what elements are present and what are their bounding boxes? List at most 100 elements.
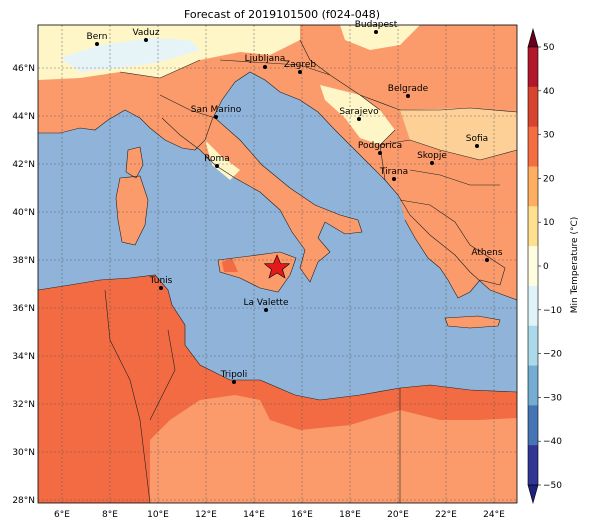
- city-dot: [95, 42, 99, 46]
- city-label: Zagreb: [284, 60, 316, 70]
- colorbar-segment: [528, 126, 538, 167]
- land-balkan-cool: [320, 85, 395, 145]
- colorbar-tick-label: −40: [543, 437, 562, 447]
- land-bulgaria-mild: [400, 108, 517, 160]
- city-label: San Marino: [191, 105, 242, 115]
- land-sardinia: [116, 176, 148, 245]
- city-label: Sofia: [466, 134, 488, 144]
- city-dot: [263, 65, 267, 69]
- lon-tick: 6°E: [54, 510, 70, 520]
- colorbar-segment: [528, 285, 538, 327]
- city-label: Tunis: [149, 276, 173, 286]
- land-crete: [445, 316, 500, 328]
- colorbar-tick-label: 0: [543, 262, 549, 272]
- city-label: Tirana: [379, 167, 408, 177]
- lon-tick: 18°E: [339, 510, 361, 520]
- land-corsica: [126, 147, 143, 178]
- city-dot: [357, 117, 361, 121]
- city-label: Vaduz: [132, 28, 159, 38]
- colorbar-tick-label: 50: [543, 43, 555, 53]
- city-dot: [232, 380, 236, 384]
- colorbar-segment: [528, 47, 538, 88]
- colorbar-tick-label: 10: [543, 218, 555, 228]
- colorbar-segment: [528, 325, 538, 367]
- location-star-icon: [263, 254, 291, 279]
- city-label: Budapest: [355, 20, 398, 30]
- city-dot: [406, 94, 410, 98]
- colorbar-extend-max: [527, 27, 539, 48]
- lon-tick: 16°E: [291, 510, 313, 520]
- lat-tick-labels: 46°N 44°N 42°N 40°N 38°N 36°N 34°N 32°N …: [12, 64, 35, 506]
- city-label: Belgrade: [388, 84, 429, 94]
- colorbar-tick-label: −20: [543, 350, 562, 360]
- colorbar: 50 40 30 20 10 0 −10 −20 −30 −40 −50 Min Temperatu…: [527, 27, 580, 505]
- colorbar-label: Min Temperature (°C): [570, 217, 580, 314]
- lat-tick: 42°N: [12, 160, 35, 170]
- lat-tick: 28°N: [12, 496, 35, 506]
- city-dot: [298, 70, 302, 74]
- sicily-warm: [222, 258, 238, 272]
- city-label: Sarajevo: [339, 107, 379, 117]
- map-title: Forecast of 2019101500 (f024-048): [184, 8, 380, 21]
- colorbar-tick-label: −50: [543, 481, 562, 491]
- country-borders: [38, 39, 517, 503]
- lon-tick: 8°E: [102, 510, 118, 520]
- lon-tick: 24°E: [483, 510, 505, 520]
- colorbar-segment: [528, 206, 538, 247]
- city-dot: [392, 177, 396, 181]
- lat-tick: 44°N: [12, 112, 35, 122]
- colorbar-tick-label: −10: [543, 306, 562, 316]
- city-dot: [378, 151, 382, 155]
- lon-tick: 14°E: [243, 510, 265, 520]
- city-label: Podgorica: [358, 141, 402, 151]
- colorbar-extend-min: [527, 484, 539, 505]
- city-label: Bern: [87, 32, 108, 42]
- colorbar-tick-label: −30: [543, 393, 562, 403]
- colorbar-tick-label: 30: [543, 131, 555, 141]
- land-apennine-cool: [205, 140, 240, 180]
- city-label: Tripoli: [220, 370, 248, 380]
- land-italy: [160, 95, 362, 282]
- colorbar-segment: [528, 405, 538, 446]
- city-label: La Valette: [244, 298, 289, 308]
- city-dot: [214, 115, 218, 119]
- lat-tick: 40°N: [12, 208, 35, 218]
- city-dot: [475, 144, 479, 148]
- colorbar-segment: [528, 445, 538, 486]
- city-dot: [144, 38, 148, 42]
- map-frame: [37, 24, 518, 504]
- city-dot: [159, 286, 163, 290]
- lat-tick: 46°N: [12, 64, 35, 74]
- lon-tick: 12°E: [195, 510, 217, 520]
- city-dot: [430, 161, 434, 165]
- colorbar-tick-label: 40: [543, 87, 555, 97]
- city-dot: [264, 308, 268, 312]
- lon-tick: 10°E: [147, 510, 169, 520]
- city-dot: [485, 258, 489, 262]
- lon-tick-labels: 6°E 8°E 10°E 12°E 14°E 16°E 18°E 20°E 22…: [54, 510, 505, 520]
- africa-interior: [150, 395, 517, 503]
- lon-tick: 22°E: [435, 510, 457, 520]
- land-carpathian: [340, 25, 420, 50]
- land-greece: [400, 200, 505, 298]
- colorbar-segment: [528, 166, 538, 207]
- city-label: Athens: [471, 248, 502, 258]
- city-markers: Bern Vaduz Budapest Ljubljana Zagreb Bel…: [87, 20, 503, 384]
- colorbar-segment: [528, 365, 538, 406]
- lon-tick: 20°E: [387, 510, 409, 520]
- map-panel: Bern Vaduz Budapest Ljubljana Zagreb Bel…: [12, 20, 518, 520]
- colorbar-tick-label: 20: [543, 174, 555, 184]
- lat-tick: 34°N: [12, 352, 35, 362]
- colorbar-segment: [528, 246, 538, 287]
- city-label: Roma: [204, 154, 230, 164]
- city-dot: [215, 164, 219, 168]
- city-label: Ljubljana: [245, 54, 286, 64]
- land-alps-cold: [60, 38, 200, 72]
- colorbar-segment: [528, 86, 538, 128]
- city-label: Skopje: [417, 151, 447, 161]
- lat-tick: 32°N: [12, 400, 35, 410]
- lat-tick: 36°N: [12, 304, 35, 314]
- lat-tick: 30°N: [12, 448, 35, 458]
- lat-tick: 38°N: [12, 256, 35, 266]
